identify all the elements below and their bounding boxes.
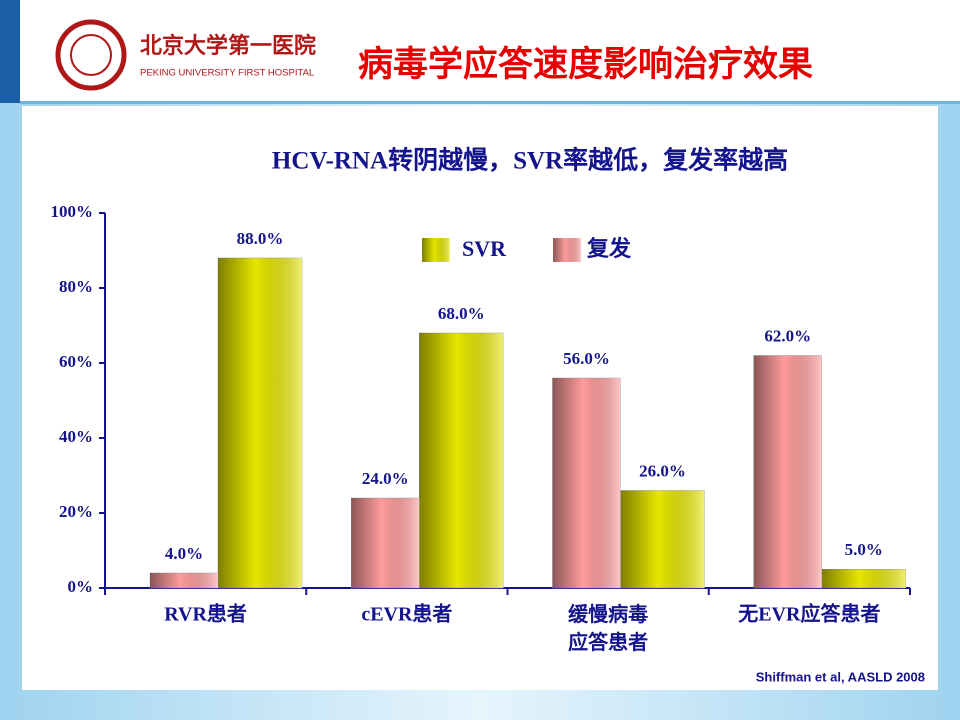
logo (55, 19, 127, 91)
hospital-name-en: PEKING UNIVERSITY FIRST HOSPITAL (140, 68, 314, 79)
slide-title: 病毒学应答速度影响治疗效果 (358, 44, 813, 85)
value-label: 62.0% (764, 326, 811, 345)
bar-shading (218, 258, 302, 588)
y-tick-label: 80% (59, 277, 93, 296)
value-label: 56.0% (563, 349, 610, 368)
bar-shading (620, 490, 705, 588)
legend-label: 复发 (586, 236, 632, 261)
y-tick-label: 20% (59, 502, 93, 521)
x-tick-label: 无EVR应答患者 (738, 602, 880, 626)
value-label: 5.0% (845, 540, 883, 559)
bar-shading (150, 573, 218, 588)
legend-label: SVR (462, 236, 507, 261)
y-tick-label: 60% (59, 352, 93, 371)
y-tick-label: 40% (59, 427, 93, 446)
chart-subtitle: HCV-RNA转阴越慢，SVR率越低，复发率越高 (272, 146, 788, 175)
hospital-name: 北京大学第一医院 (140, 33, 316, 58)
value-label: 4.0% (165, 544, 203, 563)
source-note: Shiffman et al, AASLD 2008 (756, 669, 925, 684)
value-label: 68.0% (438, 304, 485, 323)
bar-shading (351, 498, 420, 588)
value-label: 88.0% (237, 229, 284, 248)
bar-shading (821, 569, 906, 588)
x-tick-label-line: 缓慢病毒 (568, 602, 648, 626)
y-tick-label: 100% (51, 202, 94, 221)
bar-shading (419, 333, 504, 588)
legend-swatch-shading (553, 238, 581, 262)
bar-shading (552, 378, 621, 588)
legend-swatch-shading (422, 238, 450, 262)
logo-inner (70, 34, 112, 76)
header-accent (0, 0, 20, 103)
x-tick-label-line: 应答患者 (568, 630, 648, 654)
header-rule (20, 101, 960, 104)
x-tick-label: cEVR患者 (361, 602, 452, 626)
header-band (0, 0, 960, 103)
value-label: 26.0% (639, 461, 686, 480)
y-tick-label: 0% (68, 577, 94, 596)
x-tick-label: RVR患者 (164, 602, 247, 626)
value-label: 24.0% (362, 469, 409, 488)
x-tick-label: 缓慢病毒应答患者 (568, 602, 648, 654)
bar-shading (753, 355, 822, 588)
